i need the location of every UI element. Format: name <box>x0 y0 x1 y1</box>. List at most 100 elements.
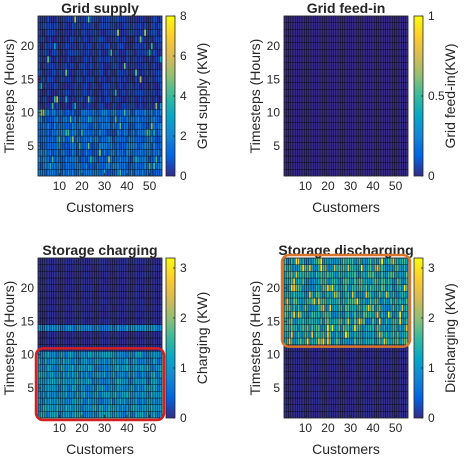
heatmap-cell <box>151 305 153 312</box>
heatmap-cell <box>83 318 85 325</box>
heatmap-cell <box>361 358 363 365</box>
colorbar-label: Grid supply (KW) <box>194 43 210 150</box>
heatmap-cell <box>101 258 103 265</box>
heatmap-cell <box>367 311 369 318</box>
heatmap-cell <box>340 391 342 398</box>
heatmap-cell <box>311 311 313 318</box>
heatmap-cell <box>361 89 363 96</box>
heatmap-cell <box>316 163 318 170</box>
heatmap-cell <box>81 156 83 163</box>
heatmap-cell <box>49 29 51 36</box>
heatmap-cell <box>112 291 114 298</box>
heatmap-cell <box>70 169 72 176</box>
heatmap-cell <box>354 325 356 332</box>
heatmap-cell <box>376 89 378 96</box>
heatmap-cell <box>403 123 405 130</box>
heatmap-cell <box>322 129 324 136</box>
heatmap-cell <box>153 285 155 292</box>
heatmap-cell <box>137 23 139 30</box>
heatmap-cell <box>58 109 60 116</box>
chart-title: Storage charging <box>42 242 157 258</box>
heatmap-cell <box>106 391 108 398</box>
heatmap-cell <box>94 123 96 130</box>
heatmap-cell <box>148 265 150 272</box>
heatmap-cell <box>318 163 320 170</box>
heatmap-cell <box>72 123 74 130</box>
heatmap-cell <box>327 156 329 163</box>
heatmap-cell <box>291 129 293 136</box>
heatmap-cell <box>320 143 322 150</box>
heatmap-cell <box>338 371 340 378</box>
heatmap-cell <box>376 23 378 30</box>
heatmap-cell <box>142 76 144 83</box>
heatmap-cell <box>397 358 399 365</box>
heatmap-cell <box>126 36 128 43</box>
heatmap-cell <box>97 305 99 312</box>
heatmap-cell <box>108 76 110 83</box>
heatmap-cell <box>347 411 349 418</box>
heatmap-cell <box>388 143 390 150</box>
heatmap-cell <box>106 109 108 116</box>
heatmap-cell <box>157 411 159 418</box>
heatmap-cell <box>45 163 47 170</box>
heatmap-cell <box>74 278 76 285</box>
heatmap-cell <box>43 143 45 150</box>
heatmap-cell <box>309 109 311 116</box>
heatmap-cell <box>103 378 105 385</box>
heatmap-cell <box>56 338 58 345</box>
heatmap-cell <box>52 136 54 143</box>
heatmap-cell <box>358 398 360 405</box>
heatmap-cell <box>112 278 114 285</box>
heatmap-cell <box>300 371 302 378</box>
heatmap-cell <box>157 43 159 50</box>
heatmap-cell <box>397 156 399 163</box>
heatmap-cell <box>112 43 114 50</box>
heatmap-cell <box>302 109 304 116</box>
heatmap-cell <box>338 398 340 405</box>
heatmap-cell <box>356 331 358 338</box>
heatmap-cell <box>126 129 128 136</box>
heatmap-cell <box>90 365 92 372</box>
heatmap-cell <box>43 43 45 50</box>
heatmap-cell <box>83 49 85 56</box>
heatmap-cell <box>43 351 45 358</box>
heatmap-cell <box>295 83 297 90</box>
heatmap-cell <box>133 49 135 56</box>
heatmap-cell <box>110 49 112 56</box>
heatmap-cell <box>354 143 356 150</box>
heatmap-cell <box>110 385 112 392</box>
heatmap-cell <box>137 49 139 56</box>
heatmap-cell <box>385 143 387 150</box>
heatmap-cell <box>367 325 369 332</box>
heatmap-cell <box>40 265 42 272</box>
heatmap-cell <box>358 385 360 392</box>
heatmap-cell <box>309 43 311 50</box>
heatmap-cell <box>352 69 354 76</box>
heatmap-cell <box>365 385 367 392</box>
heatmap-cell <box>110 23 112 30</box>
heatmap-cell <box>58 49 60 56</box>
heatmap-cell <box>320 83 322 90</box>
heatmap-cell <box>383 116 385 123</box>
heatmap-cell <box>121 311 123 318</box>
heatmap-cell <box>52 69 54 76</box>
heatmap-cell <box>370 76 372 83</box>
heatmap-cell <box>361 156 363 163</box>
heatmap-cell <box>313 89 315 96</box>
heatmap-cell <box>65 291 67 298</box>
heatmap-cell <box>403 365 405 372</box>
heatmap-cell <box>124 285 126 292</box>
heatmap-cell <box>295 331 297 338</box>
heatmap-cell <box>58 36 60 43</box>
heatmap-cell <box>376 109 378 116</box>
heatmap-cell <box>376 63 378 70</box>
heatmap-cell <box>101 69 103 76</box>
heatmap-cell <box>83 123 85 130</box>
heatmap-cell <box>313 149 315 156</box>
heatmap-cell <box>370 318 372 325</box>
heatmap-cell <box>65 149 67 156</box>
heatmap-cell <box>63 136 65 143</box>
heatmap-cell <box>67 258 69 265</box>
heatmap-cell <box>117 43 119 50</box>
heatmap-cell <box>83 378 85 385</box>
